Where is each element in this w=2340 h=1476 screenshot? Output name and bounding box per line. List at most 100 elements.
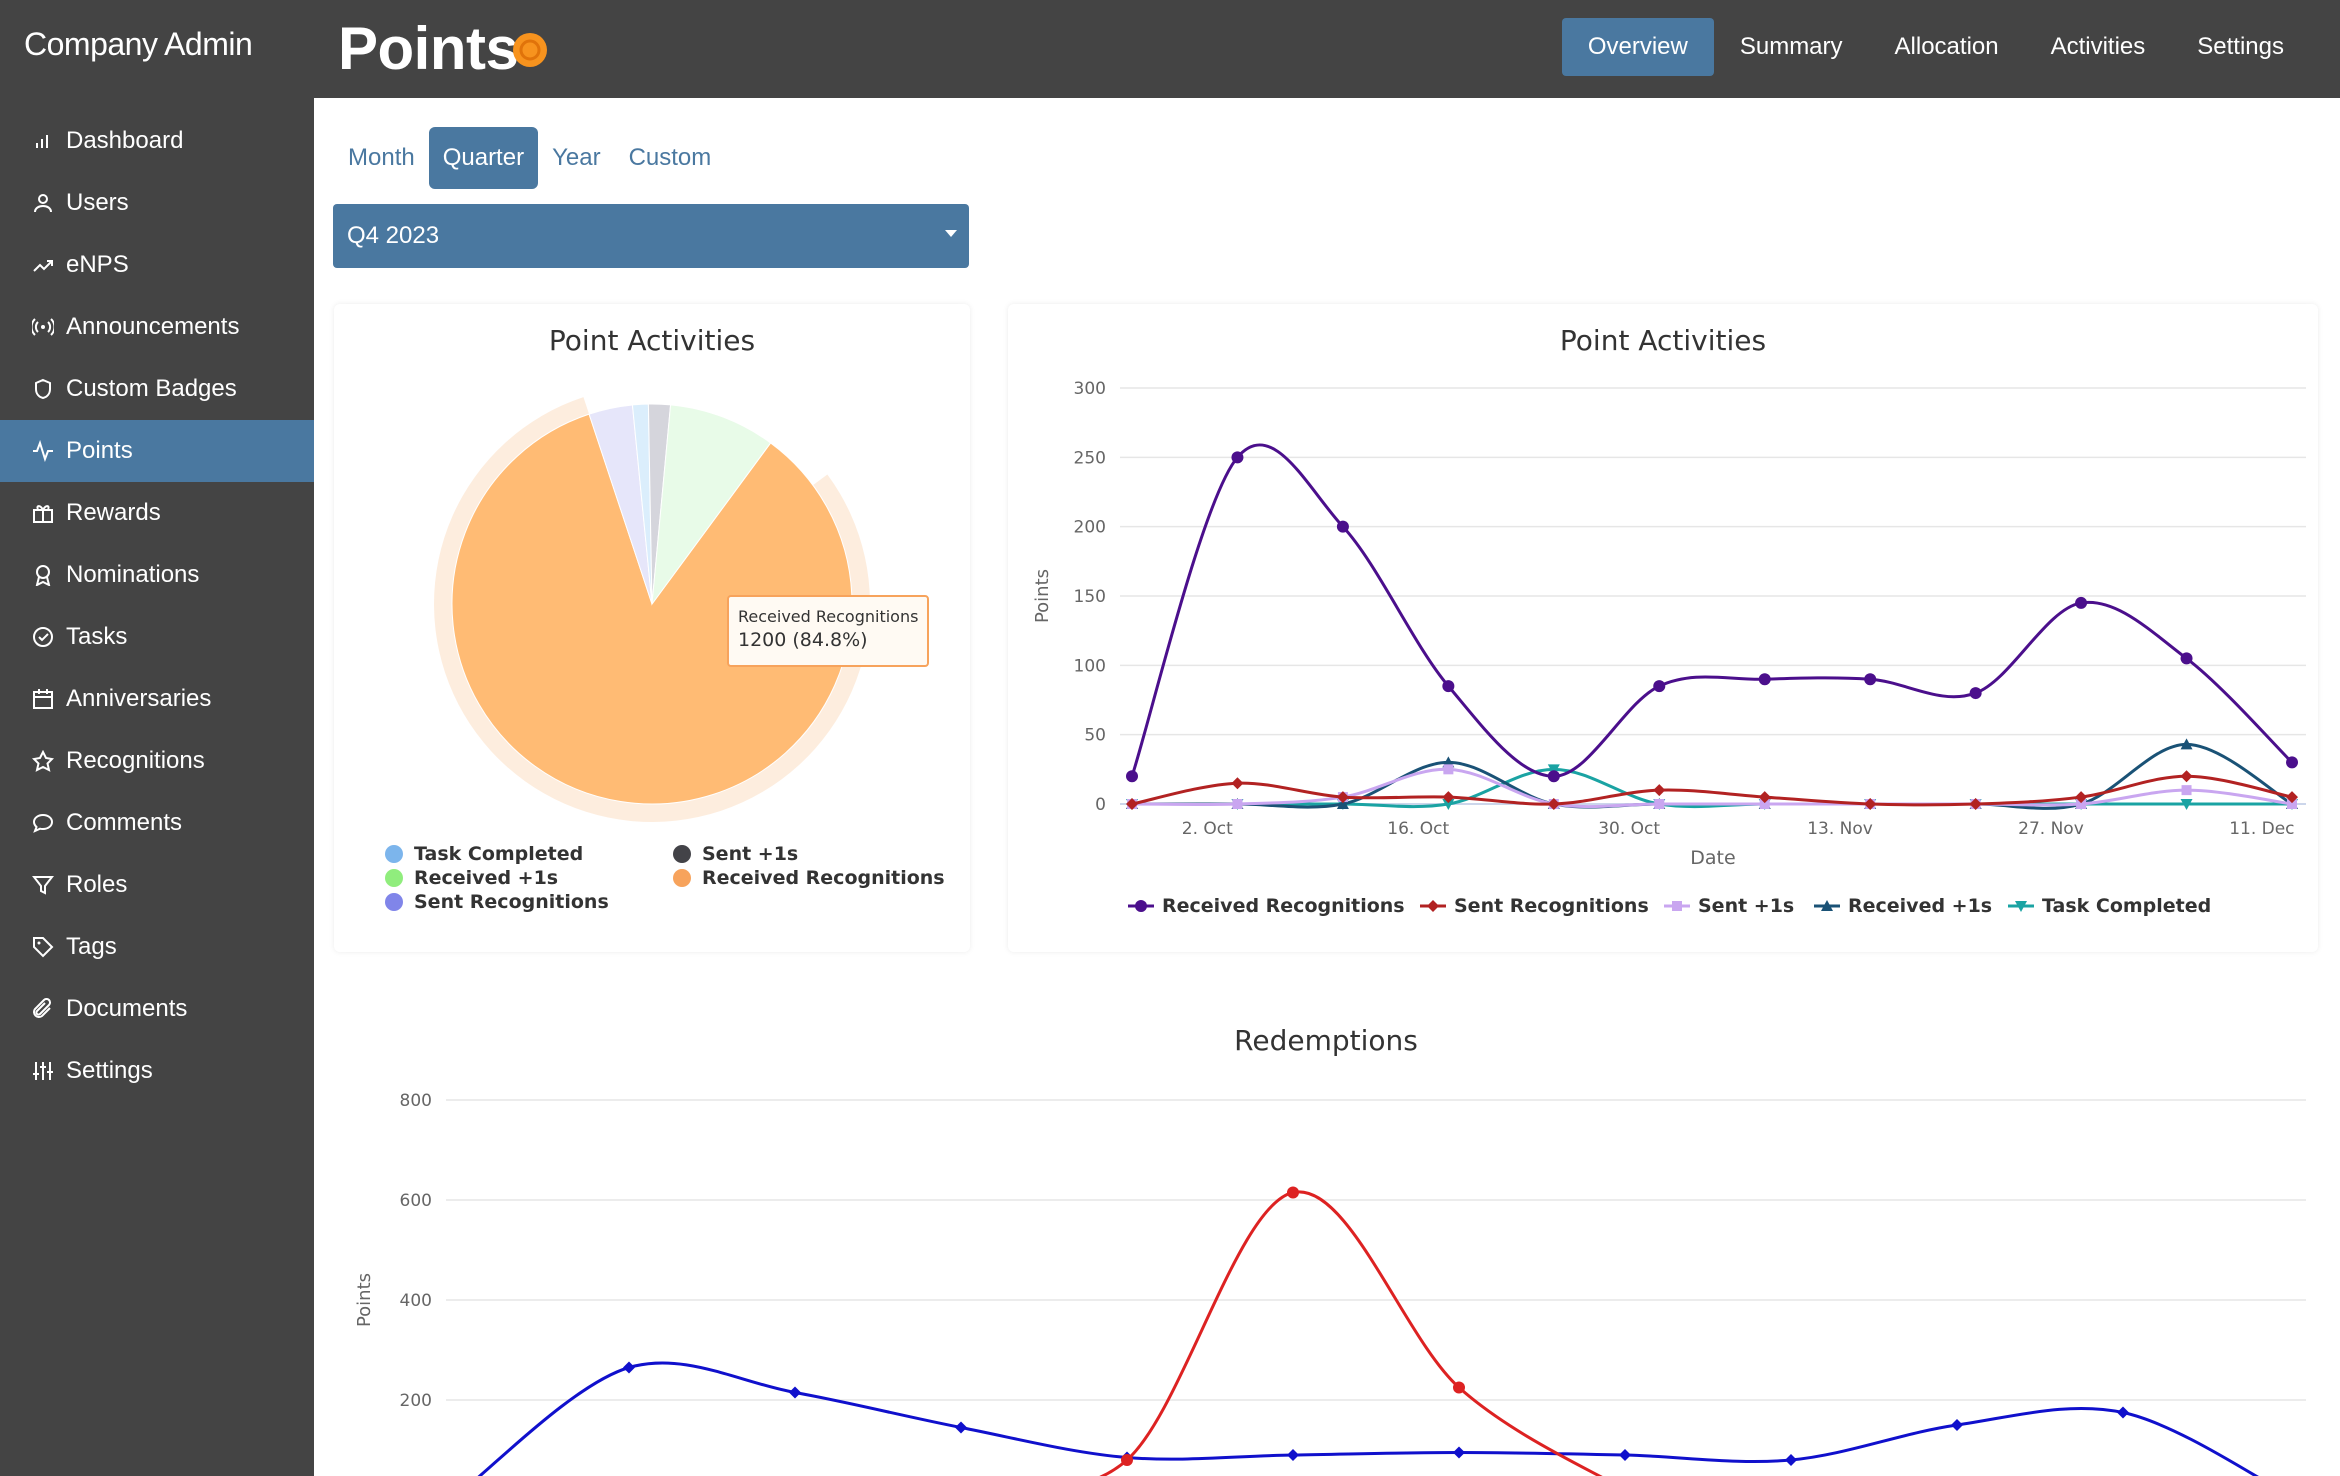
data-point[interactable] bbox=[1442, 680, 1455, 693]
broadcast-icon bbox=[30, 314, 56, 340]
data-point[interactable] bbox=[1951, 1419, 1963, 1431]
legend-marker[interactable] bbox=[2015, 901, 2027, 912]
data-point[interactable] bbox=[955, 1421, 967, 1434]
data-point[interactable] bbox=[1121, 1454, 1133, 1466]
data-point[interactable] bbox=[1758, 673, 1771, 686]
data-point[interactable] bbox=[2117, 1406, 2129, 1419]
sidebar-item-label: Settings bbox=[66, 1057, 153, 1084]
sidebar-item-rewards[interactable]: Rewards bbox=[0, 482, 314, 544]
sidebar: Company Admin Dashboard Users eNPS Announce… bbox=[0, 0, 314, 1476]
legend-marker[interactable] bbox=[1427, 900, 1439, 912]
y-tick-label: 200 bbox=[1074, 518, 1106, 538]
period-tab-month[interactable]: Month bbox=[348, 144, 415, 171]
sidebar-item-tags[interactable]: Tags bbox=[0, 916, 314, 978]
tab-allocation[interactable]: Allocation bbox=[1894, 33, 1999, 60]
legend-swatch bbox=[673, 869, 691, 887]
sidebar-item-nominations[interactable]: Nominations bbox=[0, 544, 314, 606]
data-point[interactable] bbox=[2181, 785, 2192, 796]
data-point[interactable] bbox=[1126, 798, 1138, 810]
sidebar-item-points[interactable]: Points bbox=[0, 420, 314, 482]
data-point[interactable] bbox=[2180, 799, 2193, 810]
legend-marker[interactable] bbox=[1135, 900, 1147, 912]
user-icon bbox=[30, 190, 56, 216]
data-point[interactable] bbox=[2075, 596, 2088, 609]
data-point[interactable] bbox=[1864, 673, 1877, 686]
pie-slice[interactable] bbox=[451, 413, 853, 805]
redemptions-chart-area: Redemptions 200 400 600 800 Points bbox=[334, 1010, 2340, 1476]
tab-summary[interactable]: Summary bbox=[1739, 33, 1843, 60]
sidebar-item-custom-badges[interactable]: Custom Badges bbox=[0, 358, 314, 420]
tab-settings[interactable]: Settings bbox=[2197, 33, 2284, 60]
legend-marker[interactable] bbox=[1672, 901, 1682, 911]
data-point[interactable] bbox=[1231, 777, 1244, 790]
data-point[interactable] bbox=[1453, 1381, 1465, 1394]
data-point[interactable] bbox=[1653, 784, 1666, 797]
period-tab-custom[interactable]: Custom bbox=[628, 144, 712, 171]
data-point[interactable] bbox=[1453, 1446, 1465, 1459]
sidebar-item-anniversaries[interactable]: Anniversaries bbox=[0, 668, 314, 730]
data-point[interactable] bbox=[623, 1361, 635, 1374]
data-point[interactable] bbox=[1547, 798, 1560, 810]
data-point[interactable] bbox=[1232, 799, 1243, 809]
tab-activities[interactable]: Activities bbox=[2050, 33, 2146, 60]
sidebar-item-dashboard[interactable]: Dashboard bbox=[0, 110, 314, 172]
brand-logo[interactable]: Company Admin bbox=[24, 26, 253, 62]
data-point[interactable] bbox=[1287, 1186, 1299, 1199]
data-point[interactable] bbox=[1231, 451, 1244, 464]
data-point[interactable] bbox=[1336, 798, 1349, 809]
data-point[interactable] bbox=[1547, 770, 1560, 783]
data-point[interactable] bbox=[1759, 799, 1770, 809]
y-tick-label: 0 bbox=[1095, 795, 1106, 815]
data-point[interactable] bbox=[2287, 799, 2297, 809]
data-point[interactable] bbox=[1336, 520, 1349, 533]
redemptions-chart: Redemptions 200 400 600 800 Points bbox=[354, 1024, 2306, 1476]
sidebar-item-documents[interactable]: Documents bbox=[0, 978, 314, 1040]
line-chart-card: Point Activities 0 50 100 150 200 250 300 Points… bbox=[1008, 304, 2318, 952]
tag-icon bbox=[30, 934, 56, 960]
legend-marker[interactable] bbox=[1821, 900, 1833, 911]
y-tick-label: 600 bbox=[400, 1191, 432, 1211]
data-point[interactable] bbox=[789, 1386, 801, 1399]
data-point[interactable] bbox=[2180, 738, 2193, 750]
series-line bbox=[1131, 774, 2293, 807]
sidebar-item-recognitions[interactable]: Recognitions bbox=[0, 730, 314, 792]
sidebar-item-label: Documents bbox=[66, 995, 188, 1022]
data-point[interactable] bbox=[1442, 791, 1455, 804]
sidebar-item-announcements[interactable]: Announcements bbox=[0, 296, 314, 358]
sidebar-item-comments[interactable]: Comments bbox=[0, 792, 314, 854]
data-point[interactable] bbox=[1758, 791, 1771, 804]
data-point[interactable] bbox=[1864, 798, 1877, 810]
data-point[interactable] bbox=[2286, 756, 2298, 769]
data-point[interactable] bbox=[1969, 687, 1982, 700]
data-point[interactable] bbox=[2075, 791, 2088, 804]
period-select[interactable]: Q4 2023 bbox=[333, 204, 969, 268]
x-tick-label: 11. Dec bbox=[2229, 819, 2294, 839]
data-point[interactable] bbox=[1126, 770, 1138, 783]
data-point[interactable] bbox=[1287, 1449, 1299, 1461]
data-point[interactable] bbox=[2180, 652, 2193, 665]
data-point[interactable] bbox=[1785, 1454, 1797, 1466]
data-point[interactable] bbox=[2076, 799, 2087, 809]
sidebar-item-settings[interactable]: Settings bbox=[0, 1040, 314, 1102]
data-point[interactable] bbox=[1653, 680, 1666, 693]
sidebar-item-enps[interactable]: eNPS bbox=[0, 234, 314, 296]
sidebar-item-roles[interactable]: Roles bbox=[0, 854, 314, 916]
data-point[interactable] bbox=[1336, 791, 1349, 804]
pie-slice[interactable] bbox=[651, 404, 772, 606]
data-point[interactable] bbox=[2180, 770, 2193, 783]
x-tick-label: 13. Nov bbox=[1807, 819, 1873, 839]
sidebar-item-tasks[interactable]: Tasks bbox=[0, 606, 314, 668]
data-point[interactable] bbox=[1442, 799, 1455, 810]
activity-icon bbox=[30, 438, 56, 464]
data-point[interactable] bbox=[1547, 764, 1560, 776]
data-point[interactable] bbox=[1654, 799, 1665, 809]
data-point[interactable] bbox=[1443, 764, 1454, 775]
sidebar-item-users[interactable]: Users bbox=[0, 172, 314, 234]
legend-item: Sent +1s bbox=[1698, 895, 1794, 917]
data-point[interactable] bbox=[2286, 791, 2298, 804]
tab-overview[interactable]: Overview bbox=[1561, 18, 1714, 76]
data-point[interactable] bbox=[1969, 798, 1982, 810]
period-tab-quarter[interactable]: Quarter bbox=[428, 127, 539, 189]
period-tab-year[interactable]: Year bbox=[552, 144, 601, 171]
data-point[interactable] bbox=[1619, 1449, 1631, 1461]
